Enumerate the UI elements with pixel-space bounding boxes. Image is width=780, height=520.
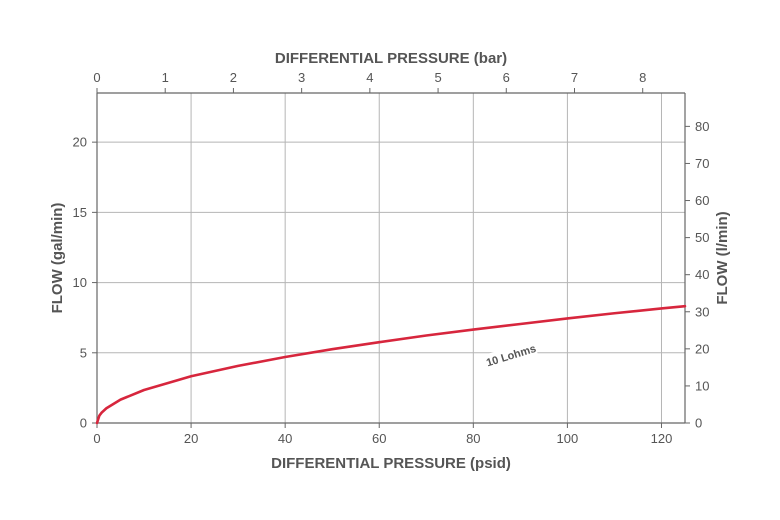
left-tick-label: 5 — [80, 345, 87, 360]
series-group — [95, 304, 687, 425]
left-tick-label: 0 — [80, 416, 87, 431]
bottom-axis-ticks: 0 20 40 60 80 100 120 — [93, 423, 672, 446]
bottom-tick-label: 40 — [278, 431, 292, 446]
right-tick-label: 40 — [695, 267, 709, 282]
bottom-tick-label: 60 — [372, 431, 386, 446]
top-tick-label: 7 — [571, 70, 578, 85]
top-axis-title: DIFFERENTIAL PRESSURE (bar) — [275, 50, 507, 67]
right-tick-label: 20 — [695, 341, 709, 356]
left-tick-label: 15 — [73, 205, 87, 220]
right-axis-title: FLOW (l/min) — [714, 211, 731, 304]
plot-frame — [96, 92, 686, 424]
top-tick-label: 0 — [93, 70, 100, 85]
bottom-tick-label: 20 — [184, 431, 198, 446]
right-tick-label: 50 — [695, 230, 709, 245]
bottom-tick-label: 80 — [466, 431, 480, 446]
bottom-tick-label: 120 — [651, 431, 673, 446]
series-line-10-lohms — [95, 304, 687, 425]
left-tick-label: 10 — [73, 275, 87, 290]
top-tick-label: 4 — [366, 70, 373, 85]
top-tick-label: 5 — [434, 70, 441, 85]
left-axis-ticks: 0 5 10 15 20 — [73, 135, 97, 431]
right-tick-label: 60 — [695, 193, 709, 208]
bottom-tick-label: 0 — [93, 431, 100, 446]
top-tick-label: 1 — [162, 70, 169, 85]
top-tick-label: 3 — [298, 70, 305, 85]
top-axis-ticks: 0 1 2 3 4 5 6 7 8 — [93, 70, 646, 93]
bottom-axis-title: DIFFERENTIAL PRESSURE (psid) — [271, 455, 511, 472]
right-tick-label: 30 — [695, 304, 709, 319]
right-axis-ticks: 0 10 20 30 40 50 60 70 80 — [685, 119, 709, 431]
top-tick-label: 2 — [230, 70, 237, 85]
annotations: 10 Lohms — [483, 339, 538, 370]
annotation-label-group: 10 Lohms — [483, 339, 538, 370]
top-tick-label: 6 — [503, 70, 510, 85]
left-tick-label: 20 — [73, 135, 87, 150]
top-tick-label: 8 — [639, 70, 646, 85]
right-tick-label: 70 — [695, 156, 709, 171]
right-tick-label: 0 — [695, 416, 702, 431]
annotation-label-background — [483, 339, 538, 370]
right-tick-label: 80 — [695, 119, 709, 134]
grid-lines — [97, 93, 685, 423]
right-tick-label: 10 — [695, 378, 709, 393]
bottom-tick-label: 100 — [557, 431, 579, 446]
left-axis-title: FLOW (gal/min) — [49, 203, 66, 314]
